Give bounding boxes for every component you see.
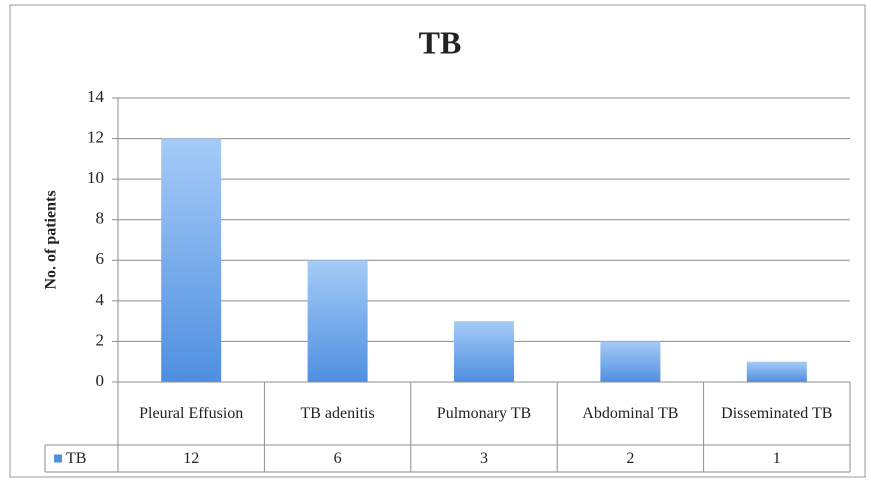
bar [454,321,514,382]
y-axis-label: No. of patients [43,190,60,289]
value-cell: 1 [772,449,781,467]
y-tick-label: 4 [96,290,105,309]
category-cell: Pleural Effusion [139,404,244,422]
category-cell: TB adenitis [300,404,375,422]
y-tick-label: 0 [96,371,105,390]
legend-label: TB [66,450,86,467]
category-cell: Pulmonary TB [436,404,532,422]
chart-border [9,4,866,478]
bar [746,361,807,382]
category-cell: Disseminated TB [721,404,833,422]
chart-title: TB [419,24,462,60]
value-cell: 6 [333,449,342,467]
y-tick-label: 10 [87,168,104,187]
y-tick-label: 6 [96,249,105,268]
y-tick-label: 14 [87,87,105,106]
value-cell: 3 [479,449,488,467]
bar [161,138,222,382]
value-cell: 2 [626,449,635,467]
y-tick-label: 12 [87,127,104,146]
bar [307,260,368,382]
bar [600,341,661,382]
y-tick-label: 8 [96,209,105,228]
legend-swatch [54,454,62,463]
category-cell: Abdominal TB [582,404,679,422]
value-cell: 12 [183,449,200,467]
y-tick-label: 2 [96,330,105,349]
